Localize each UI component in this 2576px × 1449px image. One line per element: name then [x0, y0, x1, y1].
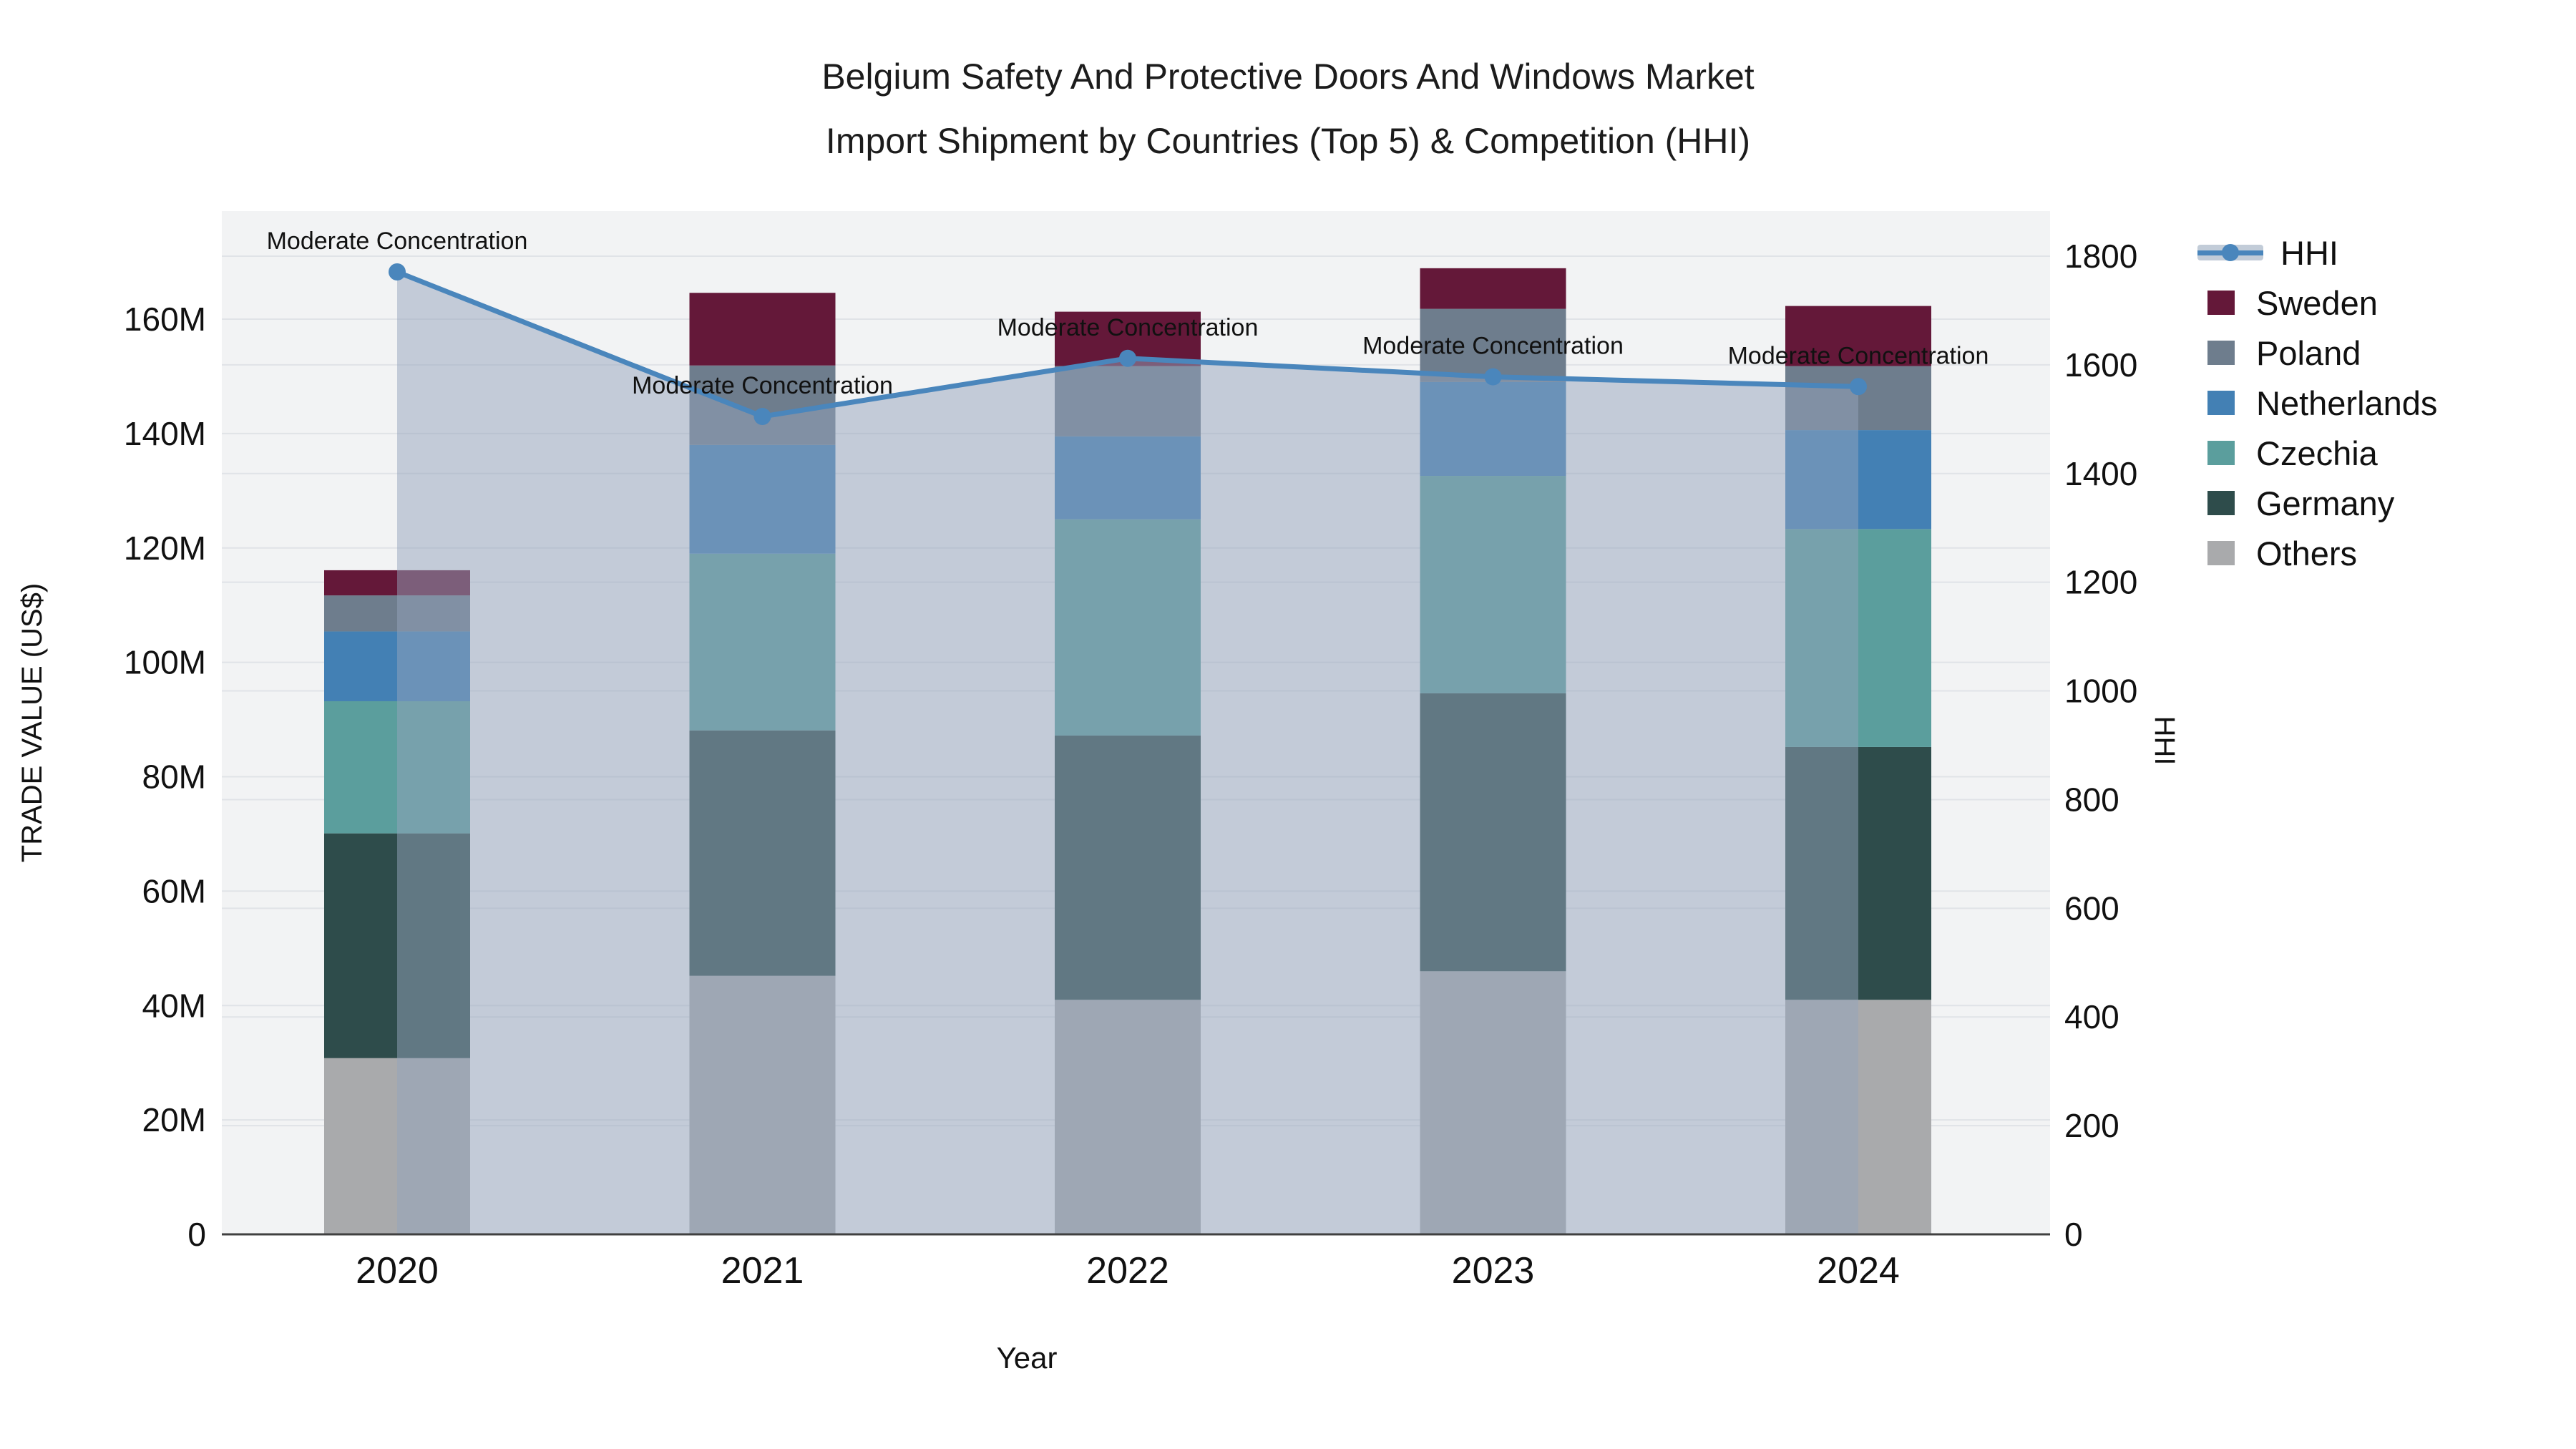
y-left-tick: 60M [142, 872, 206, 909]
y-right-tick: 400 [2064, 998, 2119, 1035]
legend-label: HHI [2280, 233, 2338, 272]
legend-label: Sweden [2256, 283, 2378, 322]
legend-label: Others [2256, 534, 2358, 572]
y-right-axis-title: HHI [2149, 716, 2180, 766]
y-left-tick: 80M [142, 758, 206, 796]
bar-segment-sweden-2021 [689, 293, 836, 366]
x-tick-2021: 2021 [721, 1250, 804, 1292]
legend-label: Czechia [2256, 434, 2378, 472]
annotation-label: Moderate Concentration [997, 314, 1259, 341]
y-right-tick: 0 [2064, 1216, 2083, 1253]
annotation-label: Moderate Concentration [1362, 333, 1624, 360]
chart-title-line2: Import Shipment by Countries (Top 5) & C… [825, 121, 1751, 161]
y-left-tick: 20M [142, 1101, 206, 1138]
hhi-area-fill [397, 272, 1858, 1234]
x-axis-title: Year [997, 1341, 1058, 1375]
y-right-tick: 800 [2064, 781, 2119, 818]
legend-item-poland[interactable]: Poland [2207, 328, 2437, 378]
annotation-label: Moderate Concentration [267, 228, 528, 255]
chart-title: Belgium Safety And Protective Doors And … [0, 44, 2576, 173]
legend-label: Germany [2256, 484, 2395, 522]
legend-swatch-icon [2207, 441, 2235, 465]
legend: HHI Sweden Poland Netherlands Czechia Germany… [2197, 228, 2437, 578]
legend-item-czechia[interactable]: Czechia [2207, 428, 2437, 478]
y-right-tick: 1000 [2064, 673, 2137, 710]
legend-swatch-icon [2207, 491, 2235, 515]
y-right-tick: 1200 [2064, 564, 2137, 601]
legend-label: Netherlands [2256, 384, 2438, 422]
legend-item-others[interactable]: Others [2207, 528, 2437, 578]
legend-item-hhi[interactable]: HHI [2197, 228, 2437, 278]
annotation-label: Moderate Concentration [632, 372, 893, 399]
bar-segment-sweden-2023 [1420, 268, 1566, 309]
legend-swatch-icon [2207, 541, 2235, 565]
x-tick-2022: 2022 [1086, 1250, 1169, 1292]
hhi-point-2023 [1484, 368, 1502, 386]
bar-segment-sweden-2024 [1785, 306, 1931, 366]
hhi-point-2020 [389, 263, 406, 281]
hhi-point-2021 [753, 408, 771, 426]
legend-swatch-icon [2207, 341, 2235, 365]
y-right-tick: 1400 [2064, 455, 2137, 492]
legend-swatch-icon [2207, 391, 2235, 415]
hhi-line-swatch-icon [2197, 244, 2263, 261]
chart-title-line1: Belgium Safety And Protective Doors And … [821, 57, 1755, 97]
hhi-point-2024 [1850, 378, 1867, 396]
legend-item-germany[interactable]: Germany [2207, 478, 2437, 528]
legend-swatch-icon [2207, 291, 2235, 315]
y-left-tick: 160M [124, 301, 206, 338]
legend-label: Poland [2256, 333, 2361, 372]
legend-item-netherlands[interactable]: Netherlands [2207, 378, 2437, 428]
y-left-axis-title: TRADE VALUE (US$) [16, 583, 48, 862]
x-tick-2020: 2020 [356, 1250, 439, 1292]
legend-item-sweden[interactable]: Sweden [2207, 278, 2437, 328]
x-tick-2023: 2023 [1452, 1250, 1535, 1292]
y-right-tick: 600 [2064, 889, 2119, 927]
y-left-tick: 140M [124, 415, 206, 452]
hhi-point-2022 [1119, 349, 1136, 367]
x-tick-2024: 2024 [1817, 1250, 1900, 1292]
y-right-tick: 1600 [2064, 346, 2137, 384]
y-right-tick: 1800 [2064, 238, 2137, 275]
y-left-tick: 0 [187, 1216, 206, 1253]
annotation-label: Moderate Concentration [1728, 342, 1989, 369]
y-right-tick: 200 [2064, 1107, 2119, 1144]
y-left-tick: 40M [142, 987, 206, 1024]
y-left-tick: 100M [124, 644, 206, 681]
y-left-tick: 120M [124, 530, 206, 567]
